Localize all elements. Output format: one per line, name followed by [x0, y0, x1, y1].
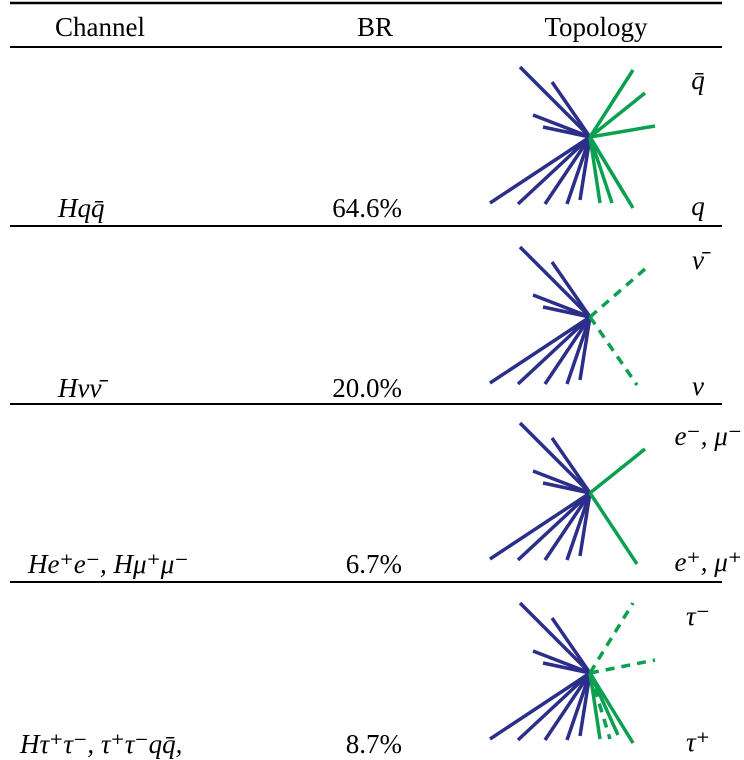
header-br: BR — [357, 12, 393, 42]
topology-line — [588, 136, 614, 204]
topology-line — [565, 136, 592, 205]
topology-dashed-line — [589, 658, 656, 675]
header-topology: Topology — [544, 12, 648, 42]
top-label: ν̄ — [692, 245, 711, 275]
topology-line — [565, 492, 592, 561]
branching-ratio: 6.7% — [346, 549, 402, 579]
topology-line — [542, 481, 591, 495]
bottom-label: ν — [692, 371, 704, 401]
topology-line — [565, 672, 592, 741]
top-label: q̄ — [691, 65, 705, 95]
topology-line — [543, 672, 592, 741]
topology-line — [550, 617, 592, 674]
topology-line — [489, 315, 591, 385]
topology-line — [516, 135, 592, 206]
bottom-label: q — [691, 191, 705, 221]
topology-dashed-line — [588, 267, 647, 319]
bottom-label: τ⁺ — [686, 727, 710, 757]
topology-line — [550, 437, 592, 494]
topology-line — [588, 447, 647, 495]
topology-line — [518, 65, 592, 139]
topology-line — [518, 601, 592, 675]
topology-line — [516, 315, 592, 386]
branching-ratio: 20.0% — [332, 373, 402, 403]
top-label: τ⁻ — [686, 601, 710, 631]
channel: He⁺e⁻, Hμ⁺μ⁻ — [27, 549, 189, 579]
topology-line — [588, 672, 602, 740]
topology-line — [542, 661, 591, 675]
topology-line — [518, 421, 592, 495]
topology-line — [516, 671, 592, 742]
branching-ratio: 8.7% — [346, 729, 402, 759]
topology-line — [542, 125, 591, 139]
topology-line — [542, 305, 591, 319]
branching-ratio: 64.6% — [332, 193, 402, 223]
topology-line — [518, 245, 592, 319]
topology-line — [543, 316, 592, 385]
topology-line — [578, 136, 592, 201]
topology-line — [588, 672, 620, 736]
topology-line — [588, 91, 647, 139]
topology-line — [516, 491, 592, 562]
topology-dashed-line — [588, 316, 639, 386]
topology-line — [578, 672, 592, 737]
topology-line — [588, 136, 602, 204]
topology-dashed-line — [588, 602, 635, 674]
topology-line — [550, 261, 592, 318]
top-label: e⁻, μ⁻ — [674, 421, 742, 451]
topology-dashed-line — [588, 672, 612, 740]
topology-line — [565, 316, 592, 385]
topology-line — [489, 671, 591, 741]
topology-line — [489, 135, 591, 205]
bottom-label: e⁺, μ⁺ — [674, 547, 742, 577]
header-channel: Channel — [55, 12, 145, 42]
channel: Hτ⁺τ⁻, τ⁺τ⁻qq̄, — [19, 729, 182, 759]
topology-line — [588, 492, 639, 565]
topology-line — [578, 492, 592, 557]
channel: Hνν̄ — [57, 373, 108, 403]
channel: Hqq̄ — [57, 193, 105, 223]
topology-line — [588, 69, 635, 138]
topology-line — [589, 124, 656, 139]
topology-line — [489, 491, 591, 561]
topology-line — [588, 136, 627, 196]
topology-line — [550, 81, 592, 138]
topology-line — [543, 492, 592, 561]
topology-line — [578, 316, 592, 381]
topology-line — [543, 136, 592, 205]
